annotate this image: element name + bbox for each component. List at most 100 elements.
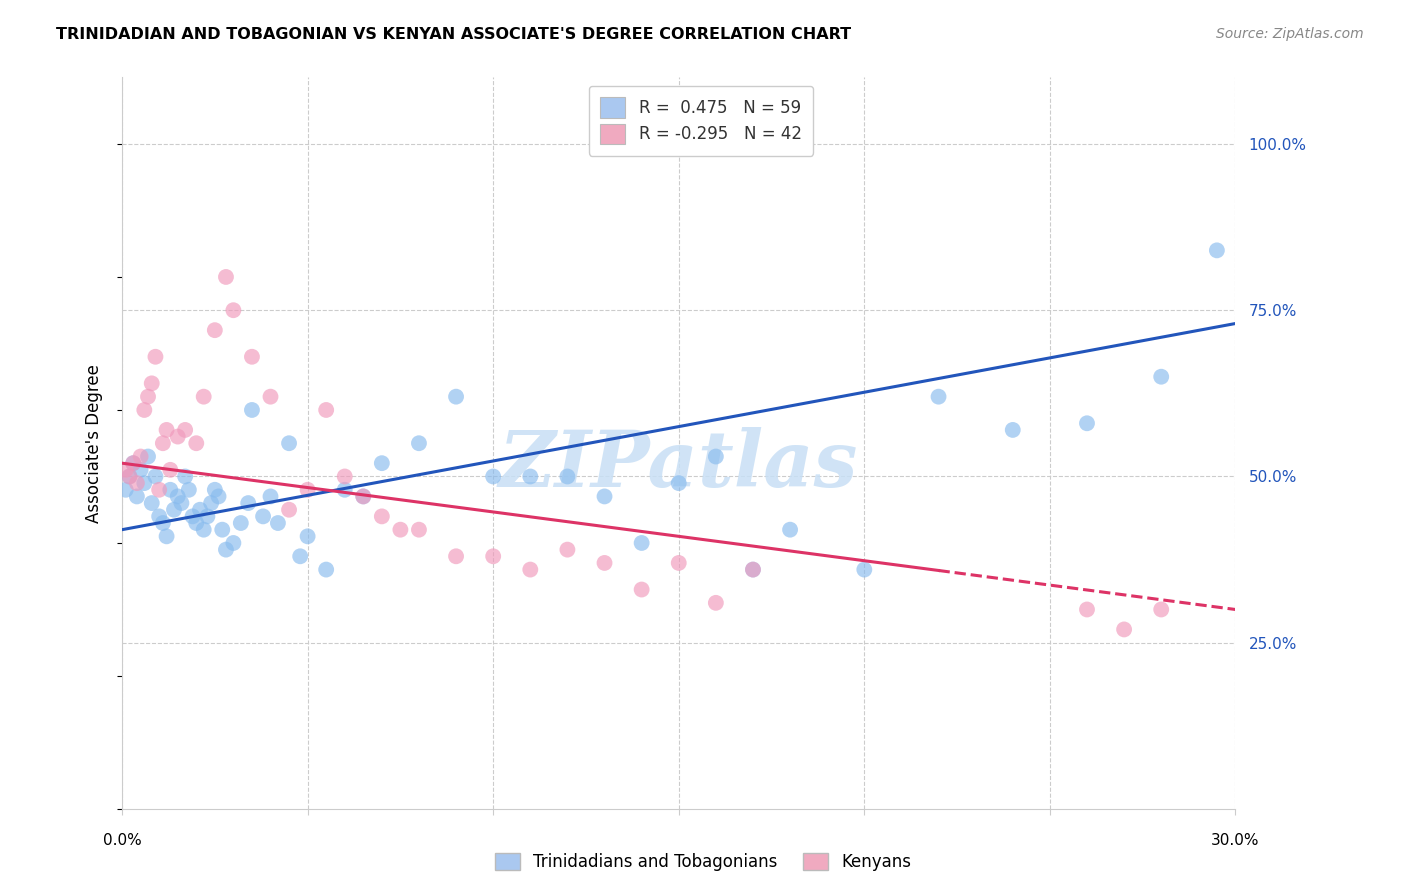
- Point: [134, 476, 156, 491]
- Point: [290, 549, 312, 564]
- Point: [1001, 423, 1024, 437]
- Point: [177, 483, 200, 497]
- Point: [278, 502, 301, 516]
- Point: [136, 390, 159, 404]
- Point: [222, 536, 245, 550]
- Point: [118, 469, 141, 483]
- Text: TRINIDADIAN AND TOBAGONIAN VS KENYAN ASSOCIATE'S DEGREE CORRELATION CHART: TRINIDADIAN AND TOBAGONIAN VS KENYAN ASS…: [56, 27, 852, 42]
- Point: [259, 390, 281, 404]
- Point: [352, 490, 374, 504]
- Point: [145, 469, 167, 483]
- Point: [204, 483, 226, 497]
- Point: [125, 476, 148, 491]
- Point: [238, 496, 260, 510]
- Point: [188, 502, 211, 516]
- Point: [408, 523, 430, 537]
- Point: [779, 523, 801, 537]
- Text: 0.0%: 0.0%: [103, 833, 142, 847]
- Point: [1150, 602, 1173, 616]
- Point: [252, 509, 274, 524]
- Point: [1150, 369, 1173, 384]
- Point: [193, 390, 215, 404]
- Point: [315, 563, 337, 577]
- Point: [444, 549, 467, 564]
- Point: [557, 469, 579, 483]
- Text: 30.0%: 30.0%: [1211, 833, 1260, 847]
- Point: [114, 463, 136, 477]
- Point: [315, 403, 337, 417]
- Point: [668, 476, 690, 491]
- Point: [704, 450, 727, 464]
- Point: [240, 350, 263, 364]
- Point: [211, 523, 233, 537]
- Point: [333, 469, 356, 483]
- Point: [333, 483, 356, 497]
- Point: [704, 596, 727, 610]
- Point: [207, 490, 229, 504]
- Legend: R =  0.475   N = 59, R = -0.295   N = 42: R = 0.475 N = 59, R = -0.295 N = 42: [589, 86, 813, 155]
- Point: [152, 436, 174, 450]
- Point: [145, 350, 167, 364]
- Point: [155, 529, 177, 543]
- Point: [166, 429, 188, 443]
- Point: [853, 563, 876, 577]
- Text: ZIPatlas: ZIPatlas: [499, 427, 859, 503]
- Point: [141, 496, 163, 510]
- Point: [181, 509, 204, 524]
- Point: [186, 516, 208, 530]
- Point: [129, 450, 152, 464]
- Point: [166, 490, 188, 504]
- Point: [125, 490, 148, 504]
- Point: [928, 390, 950, 404]
- Point: [408, 436, 430, 450]
- Point: [186, 436, 208, 450]
- Point: [229, 516, 252, 530]
- Point: [742, 563, 765, 577]
- Point: [630, 536, 652, 550]
- Point: [371, 456, 394, 470]
- Point: [240, 403, 263, 417]
- Point: [371, 509, 394, 524]
- Point: [389, 523, 412, 537]
- Point: [141, 376, 163, 391]
- Legend: Trinidadians and Tobagonians, Kenyans: Trinidadians and Tobagonians, Kenyans: [486, 845, 920, 880]
- Point: [222, 303, 245, 318]
- Y-axis label: Associate's Degree: Associate's Degree: [86, 364, 103, 523]
- Point: [148, 483, 170, 497]
- Point: [136, 450, 159, 464]
- Point: [204, 323, 226, 337]
- Point: [197, 509, 219, 524]
- Point: [668, 556, 690, 570]
- Point: [215, 542, 238, 557]
- Point: [148, 509, 170, 524]
- Point: [519, 469, 541, 483]
- Point: [444, 390, 467, 404]
- Point: [129, 463, 152, 477]
- Point: [163, 502, 186, 516]
- Point: [482, 549, 505, 564]
- Point: [215, 269, 238, 284]
- Point: [193, 523, 215, 537]
- Point: [134, 403, 156, 417]
- Point: [297, 529, 319, 543]
- Point: [267, 516, 290, 530]
- Point: [174, 469, 197, 483]
- Point: [174, 423, 197, 437]
- Point: [1076, 417, 1098, 431]
- Point: [297, 483, 319, 497]
- Point: [122, 456, 145, 470]
- Point: [593, 490, 616, 504]
- Point: [352, 490, 374, 504]
- Point: [482, 469, 505, 483]
- Point: [114, 483, 136, 497]
- Point: [519, 563, 541, 577]
- Point: [200, 496, 222, 510]
- Point: [170, 496, 193, 510]
- Point: [118, 469, 141, 483]
- Point: [630, 582, 652, 597]
- Point: [593, 556, 616, 570]
- Point: [122, 456, 145, 470]
- Point: [742, 563, 765, 577]
- Point: [152, 516, 174, 530]
- Text: Source: ZipAtlas.com: Source: ZipAtlas.com: [1216, 27, 1364, 41]
